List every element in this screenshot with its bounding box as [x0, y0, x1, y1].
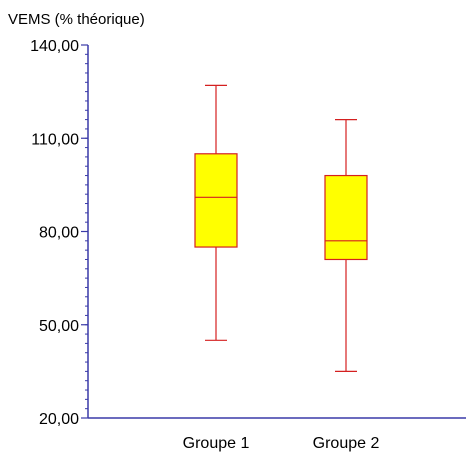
iqr-box	[194, 153, 238, 248]
iqr-box	[324, 174, 368, 261]
x-category-label: Groupe 1	[183, 435, 250, 452]
box-2	[324, 118, 368, 372]
y-tick-label: 140,00	[30, 38, 79, 55]
y-tick-label: 20,00	[39, 411, 79, 428]
x-axis-labels: Groupe 1 Groupe 2	[183, 435, 380, 452]
y-axis-label: VEMS (% théorique)	[8, 11, 145, 28]
axes: 20,00 50,00 80,00 110,00 140,00	[30, 38, 466, 428]
x-category-label: Groupe 2	[313, 435, 380, 452]
y-tick-label: 110,00	[31, 131, 79, 148]
boxes	[194, 84, 368, 372]
y-tick-label: 50,00	[39, 318, 79, 335]
y-tick-label: 80,00	[39, 225, 79, 242]
box-1	[194, 84, 238, 341]
